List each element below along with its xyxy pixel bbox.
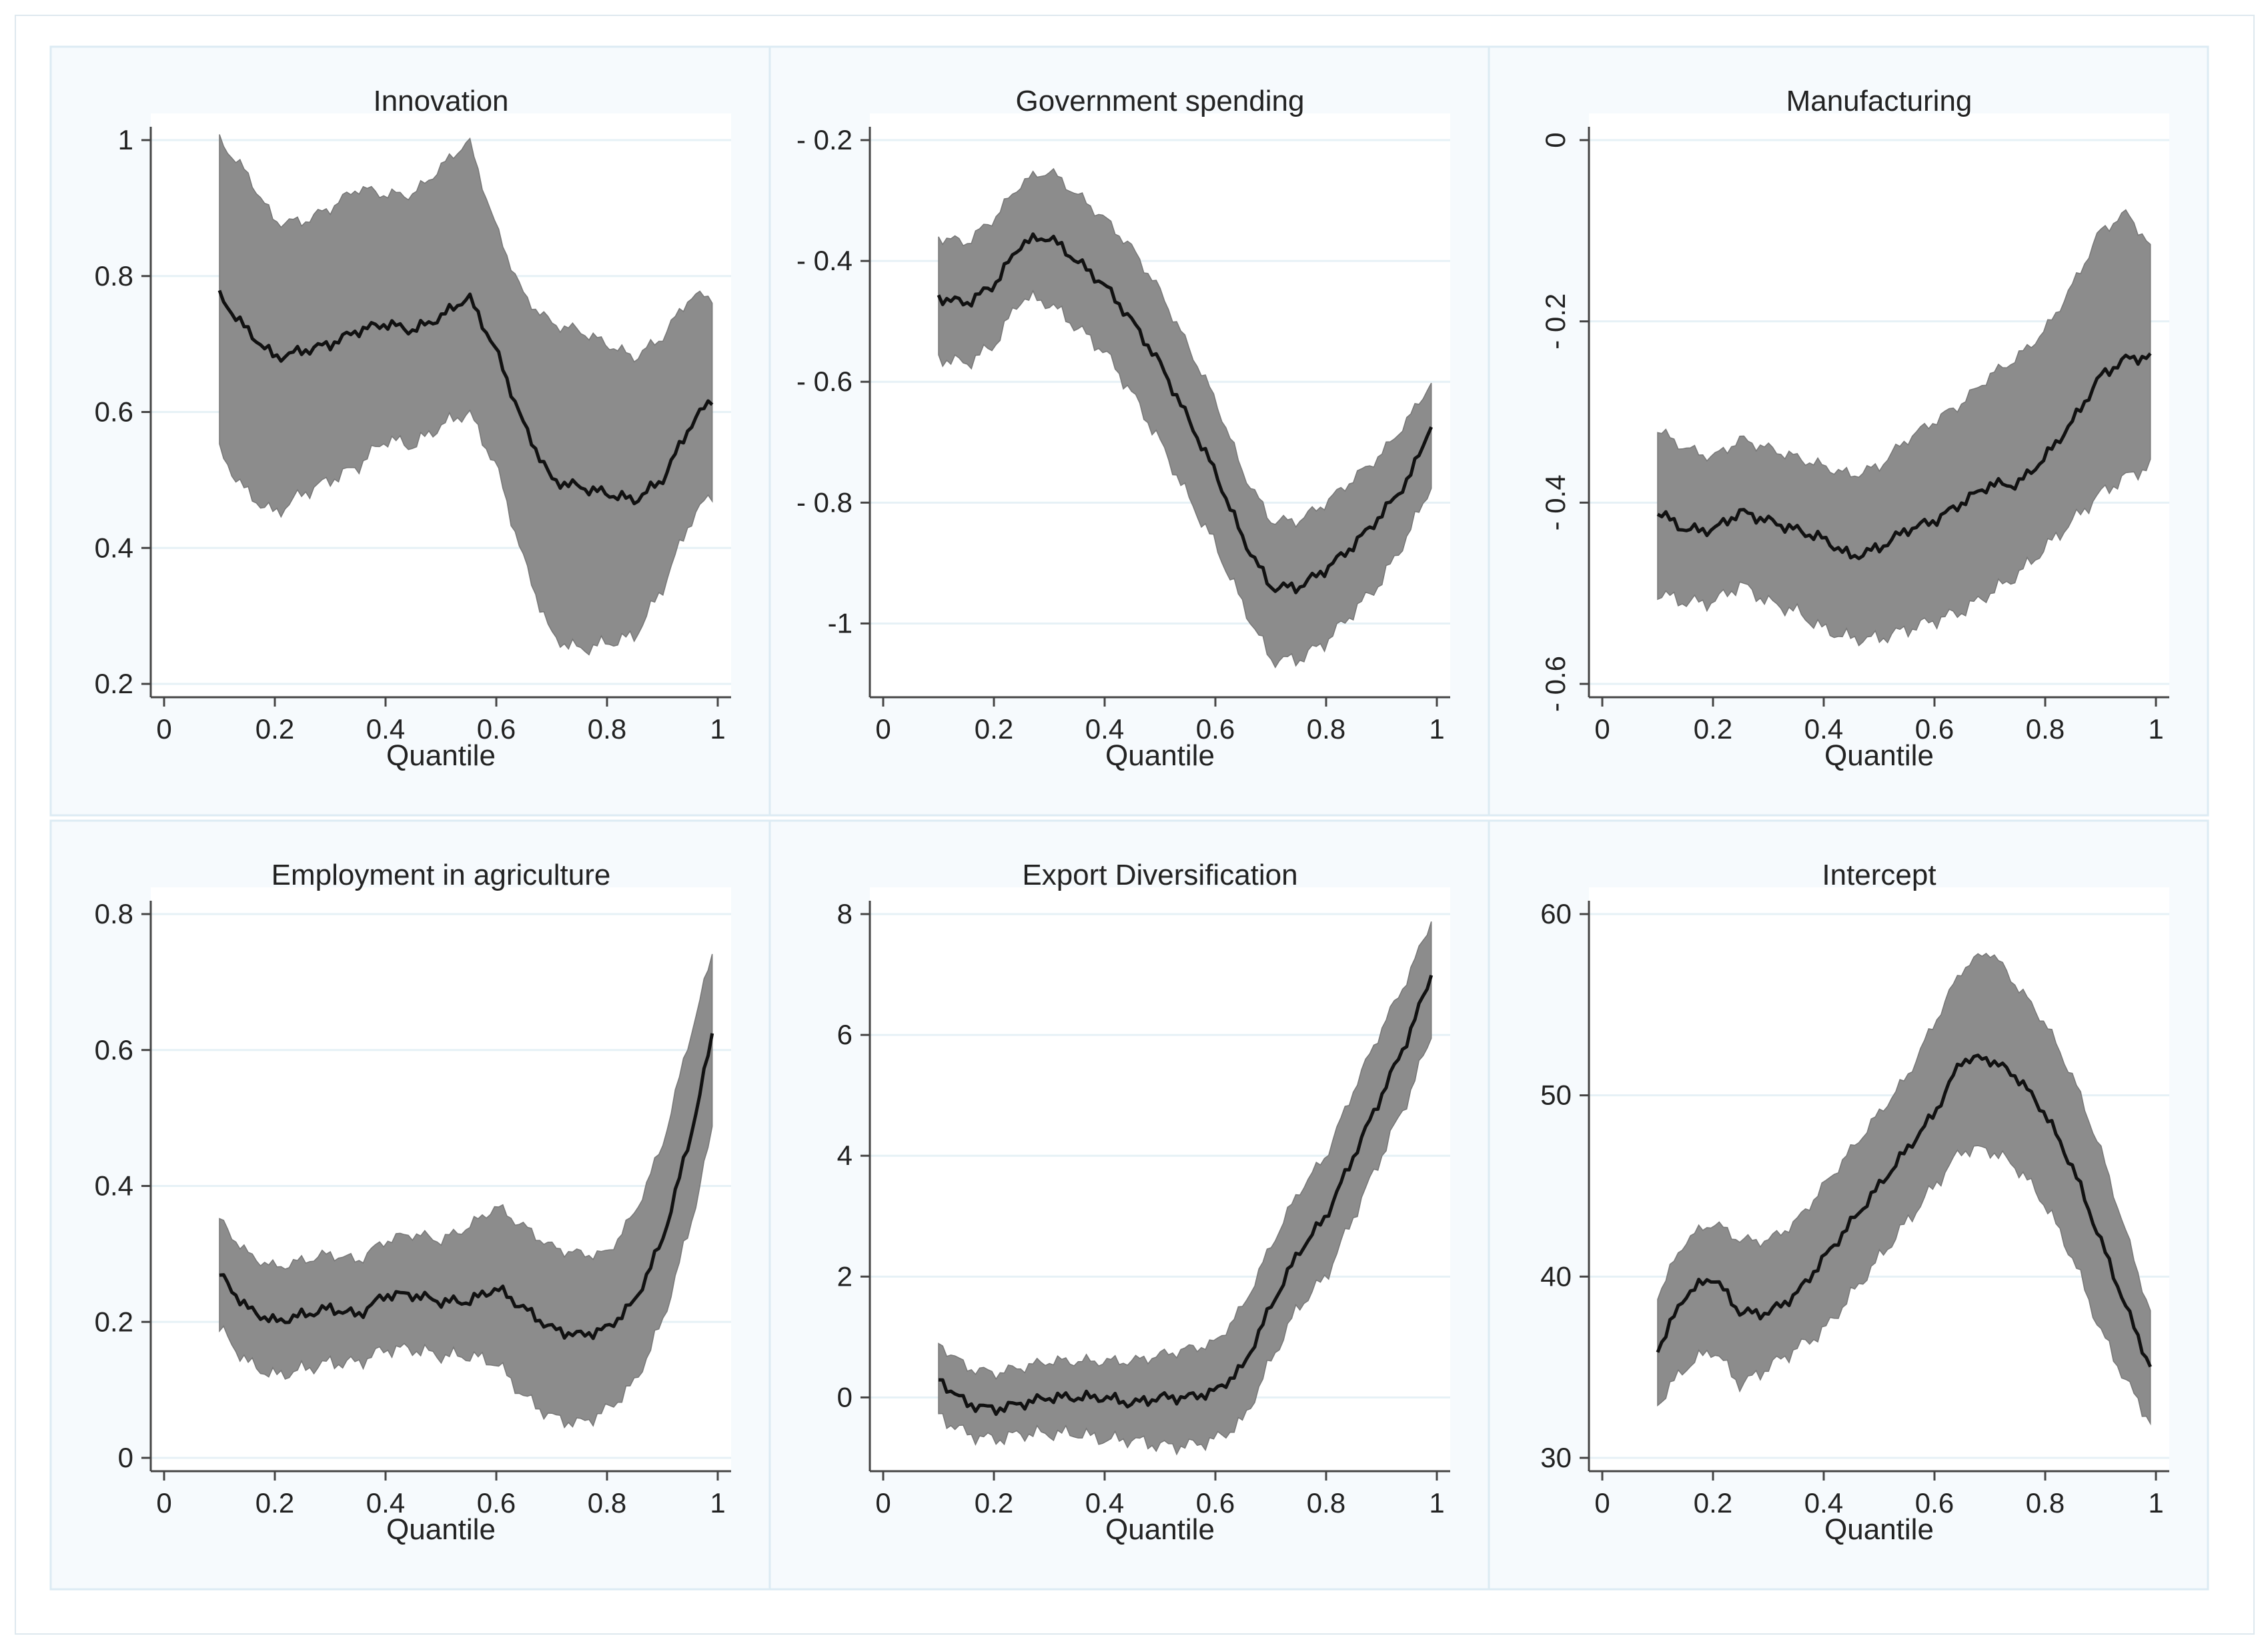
x-tick-label: 0.2 — [975, 713, 1013, 745]
chart-title: Intercept — [1822, 859, 1936, 891]
x-tick-label: 0.8 — [588, 713, 626, 745]
chart-title: Innovation — [373, 85, 508, 117]
x-tick-label: 0.4 — [1804, 1487, 1843, 1519]
x-tick-label: 0.6 — [477, 1487, 516, 1519]
y-tick-label: - 0.4 — [1540, 474, 1571, 530]
coefficient-line — [937, 232, 1433, 594]
x-axis-label: Quantile — [386, 1513, 496, 1546]
x-axis-label: Quantile — [386, 739, 496, 772]
confidence-band — [938, 167, 1432, 669]
y-tick-label: 0.2 — [95, 668, 133, 699]
x-tick-label: 0.2 — [1694, 713, 1732, 745]
x-tick-label: 0.6 — [1196, 713, 1235, 745]
x-tick-label: 0 — [875, 1487, 891, 1519]
y-tick-label: - 0.6 — [796, 366, 853, 397]
x-tick-label: 1 — [2148, 1487, 2163, 1519]
x-tick-label: 0.6 — [1915, 1487, 1954, 1519]
y-tick-label: 0 — [1540, 132, 1571, 147]
y-tick-label: -1 — [828, 607, 853, 639]
plot-background — [151, 887, 731, 1471]
x-tick-label: 1 — [710, 713, 725, 745]
confidence-band — [938, 921, 1432, 1456]
y-tick-label: - 0.2 — [796, 124, 853, 155]
coefficient-line — [217, 290, 714, 506]
x-tick-label: 0.8 — [2026, 713, 2065, 745]
x-tick-label: 1 — [1429, 1487, 1444, 1519]
confidence-band — [219, 134, 713, 656]
x-axis-label: Quantile — [1824, 1513, 1934, 1546]
x-axis-label: Quantile — [1105, 1513, 1215, 1546]
x-tick-label: 0.4 — [366, 713, 405, 745]
y-tick-label: - 0.8 — [796, 486, 853, 518]
confidence-band — [219, 953, 713, 1429]
x-tick-label: 0.8 — [2026, 1487, 2065, 1519]
x-tick-label: 0.8 — [1307, 713, 1345, 745]
y-tick-label: 0.4 — [95, 1170, 133, 1202]
y-tick-label: 40 — [1540, 1260, 1572, 1292]
x-tick-label: 0.6 — [1915, 713, 1954, 745]
x-tick-label: 0.8 — [1307, 1487, 1345, 1519]
x-tick-label: 1 — [2148, 713, 2163, 745]
chart-panel-5: Export Diversification 0 2 4 6 8 0 0.2 0.4 0.6 0.8… — [768, 819, 1490, 1591]
y-tick-label: 2 — [837, 1260, 853, 1292]
x-tick-label: 0.2 — [255, 713, 294, 745]
y-tick-label: - 0.4 — [796, 245, 853, 276]
y-tick-label: 0.6 — [95, 396, 133, 428]
y-tick-label: 0.2 — [95, 1306, 133, 1337]
y-tick-label: 8 — [837, 898, 853, 929]
y-tick-label: 30 — [1540, 1442, 1572, 1473]
y-tick-label: 0.6 — [95, 1034, 133, 1066]
y-tick-label: 0 — [837, 1381, 853, 1412]
x-tick-label: 0.4 — [1085, 1487, 1124, 1519]
coefficient-line — [938, 974, 1434, 1416]
chart-title: Manufacturing — [1786, 85, 1972, 117]
chart-panel-1: Innovation 0.2 0.4 0.6 0.8 1 0 0.2 0.4 0.6 0.8 1 Qua… — [49, 45, 771, 817]
chart-panel-2: Government spending -1 - 0.8 - 0.6 - 0.4 - 0.… — [768, 45, 1490, 817]
x-tick-label: 1 — [710, 1487, 725, 1519]
coefficient-line — [1656, 1054, 2152, 1368]
chart-panel-6: Intercept 30 40 50 60 0 0.2 0.4 0.6 0.8 1 Quantile — [1488, 819, 2209, 1591]
x-tick-label: 0.6 — [1196, 1487, 1235, 1519]
coefficient-line — [219, 1033, 714, 1340]
y-tick-label: 0 — [118, 1442, 133, 1473]
chart-title: Government spending — [1016, 85, 1305, 117]
chart-panel-4: Employment in agriculture 0 0.2 0.4 0.6 0.8 0 0… — [49, 819, 771, 1591]
x-axis-label: Quantile — [1824, 739, 1934, 772]
y-tick-label: - 0.2 — [1540, 294, 1571, 350]
x-tick-label: 0.2 — [255, 1487, 294, 1519]
figure-area: Innovation 0.2 0.4 0.6 0.8 1 0 0.2 0.4 0.6 0.8 1 Qua… — [15, 15, 2255, 1635]
x-tick-label: 0.2 — [975, 1487, 1013, 1519]
x-tick-label: 0.4 — [1804, 713, 1843, 745]
x-tick-label: 0.4 — [366, 1487, 405, 1519]
y-tick-label: 6 — [837, 1019, 853, 1050]
x-tick-label: 0 — [1594, 713, 1610, 745]
confidence-band — [1657, 209, 2151, 647]
chart-title: Employment in agriculture — [271, 859, 611, 891]
y-tick-label: 60 — [1540, 898, 1572, 929]
x-tick-label: 0 — [1594, 1487, 1610, 1519]
x-tick-label: 0.2 — [1694, 1487, 1732, 1519]
x-tick-label: 1 — [1429, 713, 1444, 745]
y-tick-label: 0.8 — [95, 898, 133, 929]
y-tick-label: 50 — [1540, 1080, 1572, 1111]
x-axis-label: Quantile — [1105, 739, 1215, 772]
x-tick-label: 0 — [156, 1487, 171, 1519]
coefficient-line — [1656, 352, 2152, 560]
chart-grid: Innovation 0.2 0.4 0.6 0.8 1 0 0.2 0.4 0.6 0.8 1 Qua… — [49, 45, 2209, 1591]
y-tick-label: 0.4 — [95, 532, 133, 563]
chart-panel-3: Manufacturing - 0.6 - 0.4 - 0.2 0 0 0.2 0.4 0.6 0… — [1488, 45, 2209, 817]
x-tick-label: 0 — [875, 713, 891, 745]
x-tick-label: 0.4 — [1085, 713, 1124, 745]
x-tick-label: 0.6 — [477, 713, 516, 745]
y-tick-label: 4 — [837, 1140, 853, 1171]
x-tick-label: 0 — [156, 713, 171, 745]
chart-title: Export Diversification — [1022, 859, 1297, 891]
x-tick-label: 0.8 — [588, 1487, 626, 1519]
y-tick-label: 1 — [118, 124, 133, 155]
y-tick-label: - 0.6 — [1540, 656, 1571, 712]
y-tick-label: 0.8 — [95, 260, 133, 292]
